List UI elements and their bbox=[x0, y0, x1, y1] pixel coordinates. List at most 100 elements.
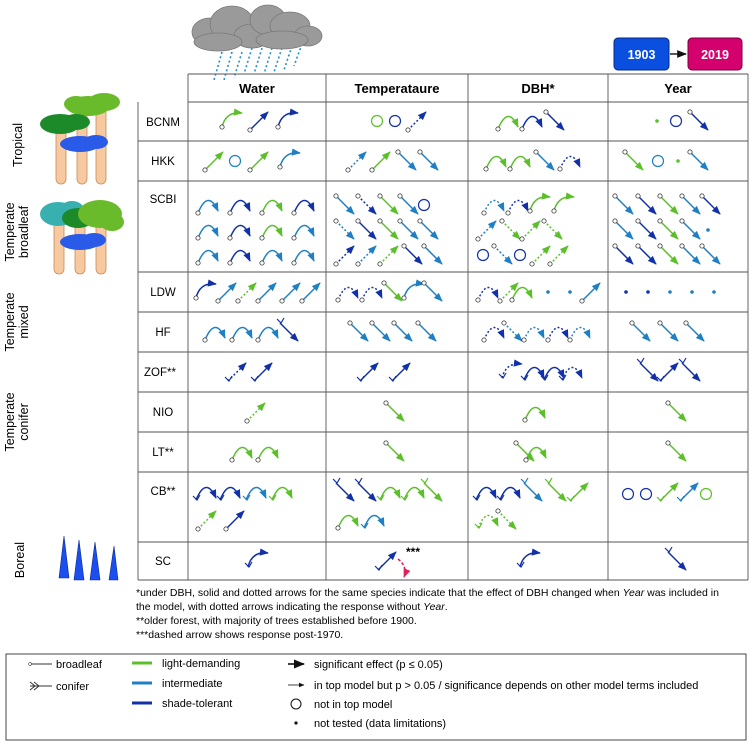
column-header-temperature: Temperataure bbox=[354, 81, 439, 96]
sc-post-1970-marker: *** bbox=[406, 545, 420, 559]
legend-conifer-glyph bbox=[29, 681, 52, 691]
response-arrow-43 bbox=[271, 486, 293, 501]
response-arrow-39 bbox=[219, 486, 241, 501]
response-arrow-101 bbox=[495, 115, 519, 132]
response-arrow-66 bbox=[333, 245, 355, 267]
response-arrow-165 bbox=[612, 193, 634, 215]
site-label-hkk: HKK bbox=[151, 156, 175, 168]
not-in-top-model-159 bbox=[669, 114, 683, 128]
post-1970-arrow bbox=[397, 558, 411, 578]
response-arrow-76 bbox=[347, 320, 369, 342]
response-arrow-84 bbox=[383, 400, 405, 422]
response-arrow-102 bbox=[519, 115, 543, 132]
conifer-tail-191 bbox=[656, 375, 665, 382]
response-arrow-61 bbox=[333, 218, 355, 240]
conifer-tail-152 bbox=[566, 495, 575, 502]
site-label-sc: SC bbox=[155, 556, 171, 568]
response-arrow-178 bbox=[679, 243, 701, 265]
response-arrow-109 bbox=[505, 199, 529, 216]
response-arrow-117 bbox=[491, 243, 513, 265]
not-in-top-model-196 bbox=[621, 487, 635, 501]
response-arrow-88 bbox=[357, 482, 377, 502]
response-arrow-0 bbox=[219, 108, 243, 130]
legend-intermediate-label: intermediate bbox=[162, 678, 223, 690]
response-arrow-140 bbox=[522, 406, 546, 423]
response-arrow-145 bbox=[499, 486, 521, 501]
conifer-tail-150 bbox=[544, 477, 553, 484]
response-arrow-123 bbox=[509, 286, 533, 303]
site-label-cb: CB** bbox=[151, 486, 176, 498]
response-arrow-92 bbox=[403, 486, 425, 501]
response-arrow-24 bbox=[299, 282, 321, 304]
not-tested-124 bbox=[546, 290, 550, 294]
not-tested-174 bbox=[706, 228, 710, 232]
group-label-temperate-conifer-2: conifer bbox=[17, 403, 31, 441]
not-tested-181 bbox=[646, 290, 650, 294]
column-header-water: Water bbox=[239, 81, 275, 96]
conifer-tail-148 bbox=[520, 477, 529, 484]
response-arrow-153 bbox=[477, 514, 499, 529]
group-label-boreal: Boreal bbox=[13, 542, 27, 578]
not-tested-158 bbox=[655, 119, 659, 123]
group-label-temperate-broadleaf-2: broadleaf bbox=[17, 205, 31, 258]
footnote-1-a: *under DBH, solid and dotted arrows for … bbox=[136, 587, 623, 599]
response-arrow-10 bbox=[291, 199, 315, 216]
response-arrow-143 bbox=[475, 486, 497, 501]
response-arrow-26 bbox=[229, 326, 253, 343]
not-in-top-model-50 bbox=[388, 114, 402, 128]
response-arrow-187 bbox=[683, 320, 705, 342]
response-arrow-75 bbox=[421, 280, 443, 302]
response-arrow-20 bbox=[215, 282, 237, 304]
not-in-top-model-197 bbox=[639, 487, 653, 501]
response-arrow-17 bbox=[259, 249, 283, 266]
footnote-1-line-1: *under DBH, solid and dotted arrows for … bbox=[136, 587, 719, 599]
response-arrow-166 bbox=[635, 193, 657, 215]
response-arrow-134 bbox=[523, 366, 545, 381]
response-arrow-5 bbox=[247, 151, 269, 173]
conifer-tail-31 bbox=[224, 375, 233, 382]
response-arrow-25 bbox=[202, 326, 226, 343]
response-arrow-122 bbox=[497, 282, 519, 304]
year-range-indicator: 1903 2019 bbox=[613, 37, 743, 71]
response-arrow-70 bbox=[421, 243, 443, 265]
site-label-hf: HF bbox=[155, 327, 170, 339]
response-arrow-64 bbox=[397, 218, 419, 240]
response-arrow-128 bbox=[501, 320, 523, 342]
response-arrow-63 bbox=[377, 218, 399, 240]
site-label-ldw: LDW bbox=[150, 287, 176, 299]
response-arrow-192 bbox=[681, 362, 701, 382]
response-arrow-28 bbox=[279, 322, 299, 342]
response-arrow-155 bbox=[495, 508, 517, 530]
response-arrow-22 bbox=[255, 282, 277, 304]
not-in-top-model-4 bbox=[228, 154, 242, 168]
conifer-tail-44 bbox=[268, 494, 277, 501]
response-arrow-132 bbox=[501, 359, 523, 379]
not-in-top-model-118 bbox=[513, 248, 527, 262]
response-arrow-168 bbox=[679, 193, 701, 215]
response-arrow-62 bbox=[355, 218, 377, 240]
response-arrow-58 bbox=[377, 193, 399, 215]
response-arrow-106 bbox=[533, 149, 555, 171]
response-arrow-2 bbox=[275, 108, 299, 130]
response-arrow-53 bbox=[369, 151, 391, 173]
response-arrow-112 bbox=[475, 220, 497, 242]
response-arrow-12 bbox=[227, 224, 251, 241]
footnote-1-d: the model, with dotted arrows indicating… bbox=[136, 601, 423, 613]
response-arrow-169 bbox=[699, 193, 721, 215]
legend-nottop-circle bbox=[290, 698, 302, 710]
response-arrow-188 bbox=[639, 362, 659, 382]
not-in-top-model-202 bbox=[699, 487, 713, 501]
not-tested-182 bbox=[668, 290, 672, 294]
conifer-tail-146 bbox=[496, 494, 505, 501]
response-arrow-113 bbox=[499, 218, 521, 240]
footnote-2: **older forest, with majority of trees e… bbox=[136, 615, 417, 627]
response-arrow-16 bbox=[227, 249, 251, 266]
not-tested-184 bbox=[712, 290, 716, 294]
not-tested-163 bbox=[676, 159, 680, 163]
response-arrow-104 bbox=[483, 155, 507, 172]
response-arrow-120 bbox=[547, 245, 569, 267]
conifer-tail-193 bbox=[678, 357, 687, 364]
response-arrow-129 bbox=[521, 326, 545, 343]
conifer-tail-87 bbox=[332, 477, 341, 484]
